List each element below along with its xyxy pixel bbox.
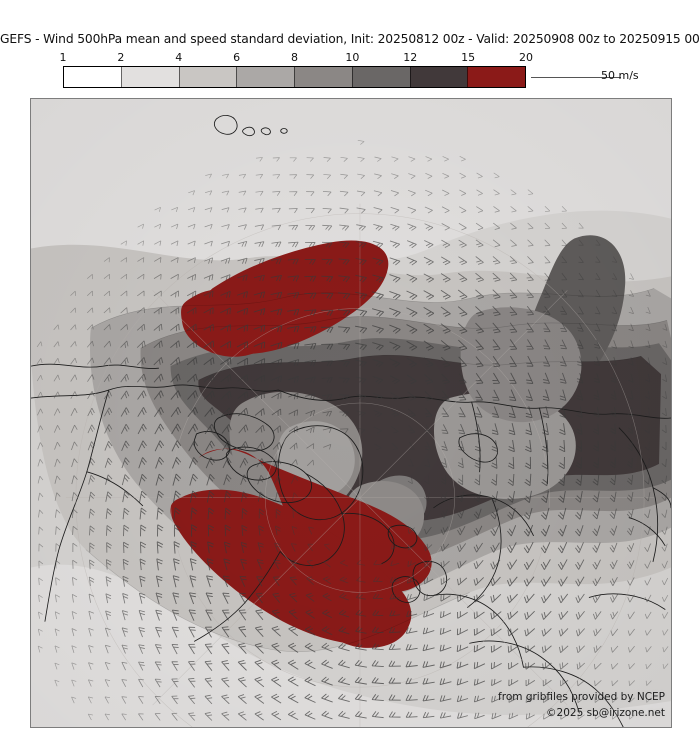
colorbar-tick-12: 12 (403, 51, 418, 64)
weather-map[interactable]: from gribfiles provided by NCEP ©2025 sb… (30, 98, 672, 728)
colorbar-tick-8: 8 (291, 51, 298, 64)
colorbar-segment-7 (409, 67, 468, 87)
colorbar-tick-20: 20 (519, 51, 533, 64)
colorbar-tick-labels: 1 2 4 6 8 10 12 15 20 (59, 50, 534, 66)
colorbar-segment-1 (64, 67, 121, 87)
contour-bands (31, 99, 671, 727)
page-title: GEFS - Wind 500hPa mean and speed standa… (0, 32, 700, 46)
colorbar-segment-6 (351, 67, 410, 87)
colorbar-tick-1: 1 (59, 51, 67, 64)
barb-shaft-icon (531, 77, 621, 78)
barb-legend-label: 50 m/s (601, 69, 639, 82)
colorbar-tick-15: 15 (461, 51, 476, 64)
vignette (31, 99, 671, 727)
colorbar-gradient (63, 66, 526, 88)
colorbar-segment-2 (120, 67, 179, 87)
wind-barb-legend: 50 m/s (529, 66, 694, 90)
map-canvas (31, 99, 671, 727)
colorbar-tick-10: 10 (345, 51, 360, 64)
colorbar: 1 2 4 6 8 10 12 15 20 (59, 50, 534, 90)
colorbar-tick-6: 6 (233, 51, 241, 64)
source-credit: from gribfiles provided by NCEP (498, 691, 665, 703)
colorbar-tick-2: 2 (117, 51, 125, 64)
colorbar-segment-4 (236, 67, 294, 87)
colorbar-tick-4: 4 (175, 51, 183, 64)
colorbar-segment-8 (467, 67, 525, 87)
colorbar-segment-3 (178, 67, 237, 87)
colorbar-segment-5 (294, 67, 352, 87)
copyright-credit: ©2025 sb@irizone.net (546, 707, 665, 719)
